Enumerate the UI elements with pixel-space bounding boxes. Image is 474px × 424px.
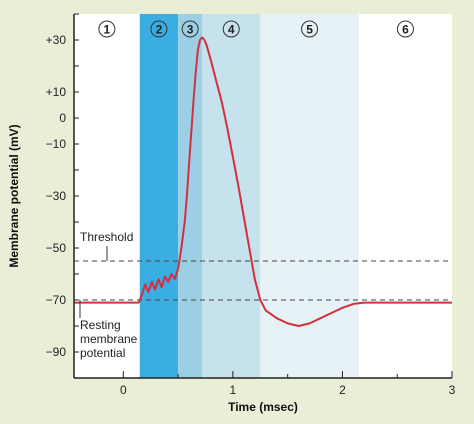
y-tick-label: −10	[46, 137, 67, 151]
axes: +30 +10 0 −10 −30 −50 −70 −90 0 1 2 3	[46, 13, 456, 397]
threshold-annotation: Threshold	[80, 230, 133, 244]
phase-labels: 1 2 3 4 5 6	[98, 20, 414, 38]
y-axis-title: Membrane potential (mV)	[7, 124, 21, 267]
x-axis-title: Time (msec)	[228, 400, 298, 414]
phase-circle-3	[181, 20, 199, 38]
resting-annotation: Resting membrane potential	[80, 318, 138, 360]
phase-label-5: 5	[306, 23, 313, 37]
phase-circle-5	[301, 20, 319, 38]
y-tick-label: +30	[46, 33, 67, 47]
phase-circle-2	[150, 20, 168, 38]
phase-band-4	[202, 14, 261, 378]
phase-band-1	[74, 14, 140, 378]
x-tick-label: 2	[339, 383, 346, 397]
phase-circle-4	[222, 20, 240, 38]
x-tick-label: 0	[120, 383, 127, 397]
phase-bands	[74, 14, 452, 378]
y-tick-label: −50	[46, 241, 67, 255]
phase-label-6: 6	[402, 23, 409, 37]
phase-label-4: 4	[228, 23, 235, 37]
resting-annotation-line: membrane	[80, 332, 138, 346]
phase-band-2	[139, 14, 179, 378]
resting-annotation-line: potential	[80, 346, 125, 360]
y-tick-label: 0	[59, 111, 66, 125]
phase-circle-6	[396, 20, 414, 38]
y-tick-label: −70	[46, 293, 67, 307]
phase-label-3: 3	[187, 23, 194, 37]
x-tick-label: 3	[449, 383, 456, 397]
phase-band-6	[358, 14, 452, 378]
x-tick-label: 1	[230, 383, 237, 397]
phase-circle-1	[98, 20, 116, 38]
phase-band-3	[178, 14, 203, 378]
phase-label-1: 1	[104, 23, 111, 37]
y-tick-label: −30	[46, 189, 67, 203]
y-tick-label: −90	[46, 345, 67, 359]
phase-label-2: 2	[156, 23, 163, 37]
membrane-potential-trace	[74, 36, 452, 327]
annotations: Threshold Resting membrane potential	[79, 230, 138, 360]
reference-lines	[74, 260, 452, 301]
resting-annotation-line: Resting	[80, 318, 121, 332]
y-tick-label: +10	[46, 85, 67, 99]
